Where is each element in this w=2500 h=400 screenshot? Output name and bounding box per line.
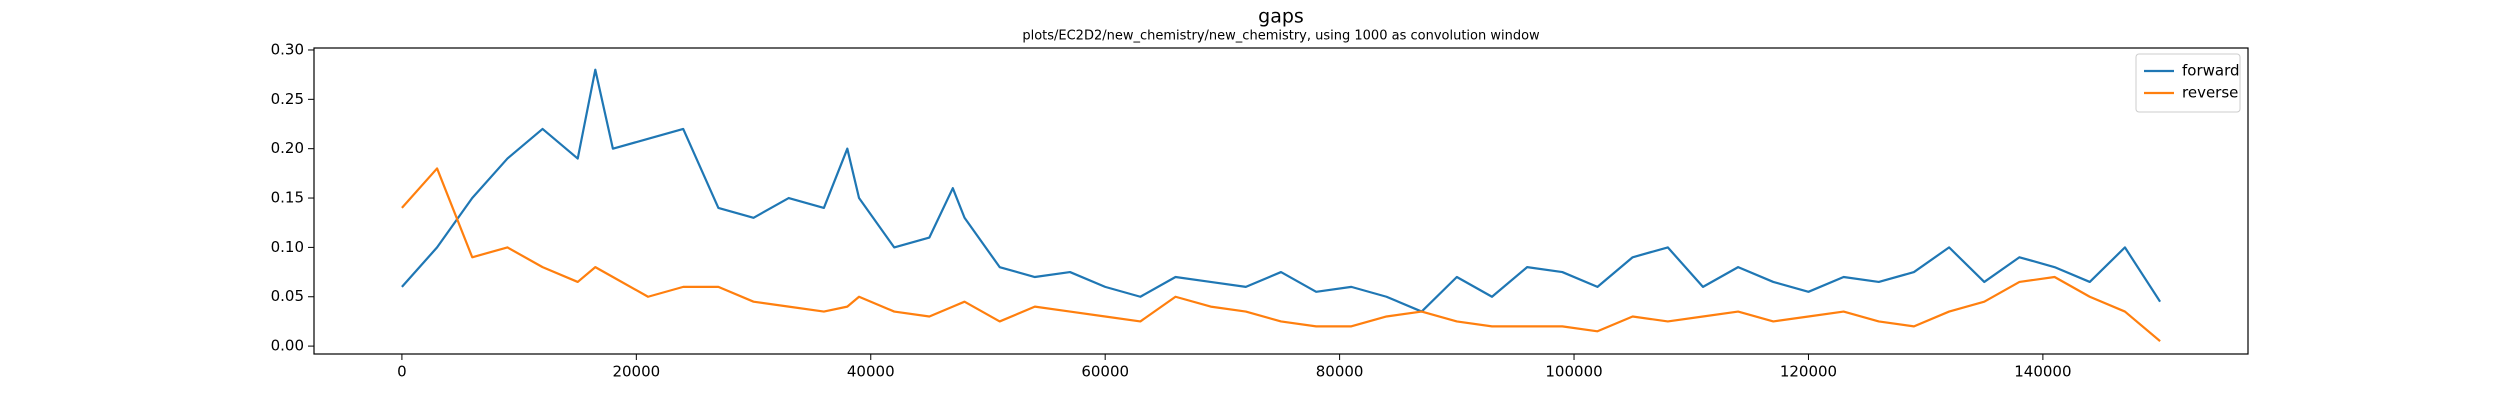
plot-frame	[313, 47, 2249, 355]
line-series	[401, 68, 2162, 313]
y-tick-label: 0.20	[271, 139, 304, 157]
y-tick-label: 0.30	[271, 40, 304, 58]
y-tick-label: 0.00	[271, 337, 304, 355]
legend-label: forward	[2182, 62, 2240, 80]
legend-box	[2135, 53, 2241, 113]
y-tick-label: 0.25	[271, 90, 304, 108]
x-tick-label: 40000	[847, 363, 895, 381]
chart-subtitle: plots/EC2D2/new_chemistry/new_chemistry,…	[1022, 29, 1540, 44]
x-tick-label: 100000	[1545, 363, 1602, 381]
y-tick-label: 0.05	[271, 287, 304, 305]
y-tick-label: 0.10	[271, 238, 304, 256]
x-tick-label: 60000	[1081, 363, 1129, 381]
line-series	[401, 167, 2161, 343]
x-tick-label: 80000	[1316, 363, 1364, 381]
legend-label: reverse	[2182, 84, 2238, 102]
y-tick-label: 0.15	[271, 189, 304, 207]
x-tick-label: 0	[397, 363, 407, 381]
chart-title: gaps	[1258, 6, 1304, 28]
x-tick-label: 20000	[612, 363, 660, 381]
x-tick-label: 140000	[2014, 363, 2071, 381]
x-tick-label: 120000	[1780, 363, 1837, 381]
